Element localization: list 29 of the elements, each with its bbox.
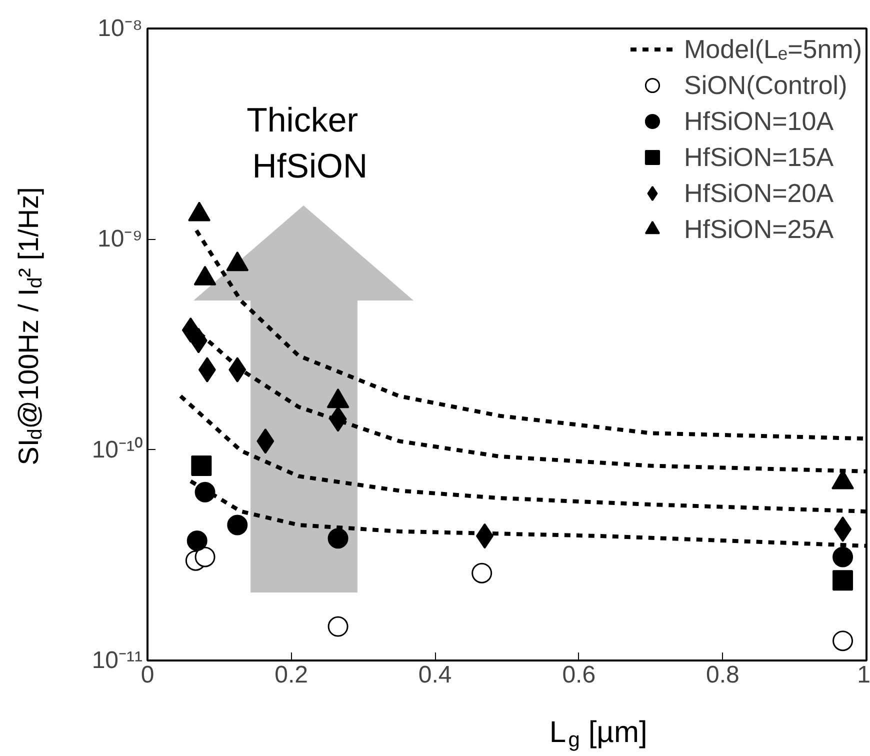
point — [194, 482, 216, 502]
legend-label: HfSiON=15A — [684, 140, 834, 174]
point — [832, 546, 854, 568]
point — [227, 514, 248, 536]
legend-label: HfSiON=25A — [684, 212, 834, 246]
legend-label: HfSiON=10A — [684, 104, 834, 138]
x-tick-label: 0 — [140, 662, 154, 688]
y-axis-title: SId@100Hz / Id² [1/Hz] — [13, 187, 46, 466]
x-tick-label: 0.8 — [706, 662, 740, 688]
y-tick-label: 10⁻⁸ — [98, 15, 143, 42]
x-tick-label: 0.4 — [418, 662, 452, 688]
y-tick-label: 10⁻⁹ — [98, 226, 143, 253]
point — [472, 562, 492, 584]
annotation: Thicker HfSiON — [246, 102, 368, 186]
y-tick-label: 10⁻¹¹ — [92, 647, 143, 674]
y-tick-label: 10⁻¹⁰ — [92, 436, 142, 464]
legend-label: Model(Lₑ=5nm) — [684, 32, 862, 66]
legend-label: SiON(Control) — [684, 68, 848, 102]
point — [832, 570, 854, 591]
point — [832, 630, 854, 652]
point — [328, 528, 348, 549]
point — [328, 616, 348, 637]
point — [191, 456, 212, 476]
x-tick-label: 0.6 — [562, 662, 596, 688]
x-tick-label: 0.2 — [274, 662, 308, 688]
point — [194, 546, 216, 568]
point — [186, 530, 208, 552]
x-tick-label: 1 — [857, 662, 870, 688]
legend-label: HfSiON=20A — [684, 176, 834, 210]
